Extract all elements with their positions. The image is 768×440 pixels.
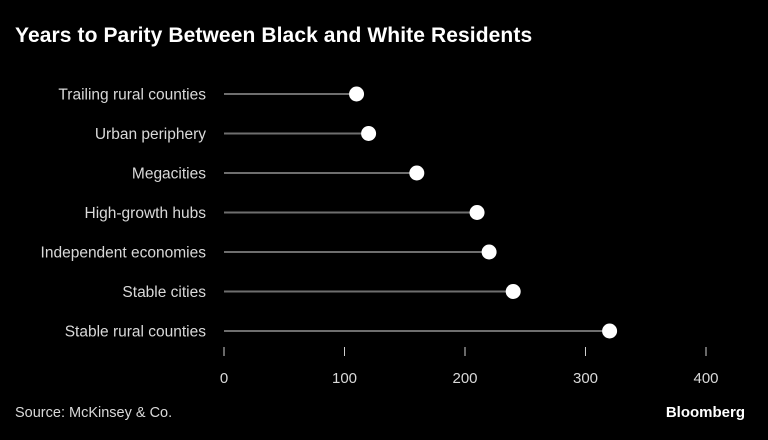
category-label: Stable rural counties: [65, 324, 207, 341]
category-label: Trailing rural counties: [58, 87, 206, 104]
lollipop-dot: [469, 205, 485, 220]
x-tick-label: 300: [573, 370, 598, 387]
category-label: Megacities: [132, 166, 206, 183]
chart-title: Years to Parity Between Black and White …: [15, 24, 533, 47]
lollipop-dot: [349, 86, 365, 102]
brand-logo: Bloomberg: [665, 404, 745, 421]
category-label: Stable cities: [122, 284, 206, 301]
chart-rows: Trailing rural counties Urban periphery Me…: [41, 86, 618, 341]
category-label: Independent economies: [41, 245, 207, 262]
lollipop-dot: [481, 244, 497, 260]
x-axis: 0 100 200 300 400: [220, 347, 719, 387]
lollipop-dot: [505, 284, 521, 299]
x-tick-label: 200: [452, 370, 477, 387]
x-tick-label: 400: [693, 370, 718, 387]
category-label: High-growth hubs: [85, 205, 207, 222]
x-tick-label: 100: [332, 370, 357, 387]
x-tick-label: 0: [220, 370, 228, 387]
category-label: Urban periphery: [95, 126, 206, 143]
lollipop-dot: [602, 323, 618, 339]
lollipop-dot: [361, 126, 377, 141]
source-note: Source: McKinsey & Co.: [15, 405, 173, 421]
lollipop-dot: [409, 165, 425, 181]
